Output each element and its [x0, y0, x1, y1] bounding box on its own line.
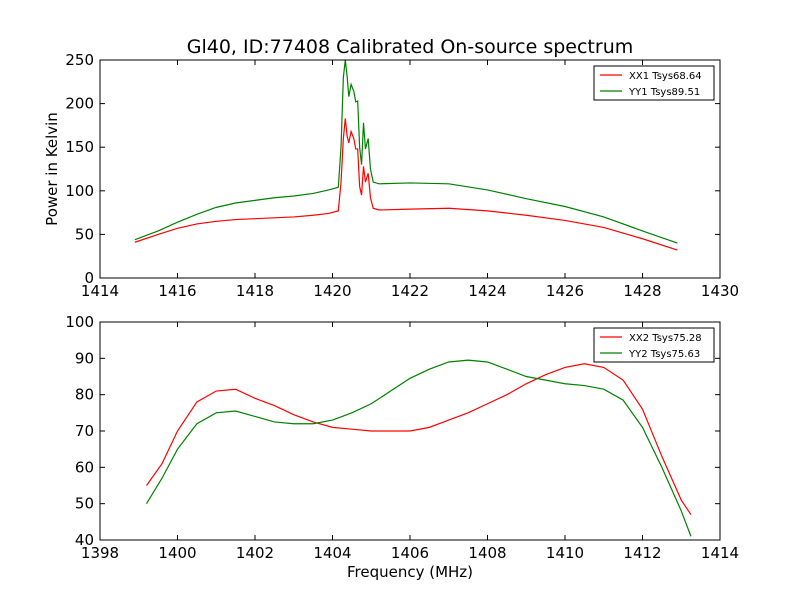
y-tick-label: 250 — [65, 51, 94, 69]
x-tick-label: 1402 — [236, 544, 274, 562]
x-tick-label: 1398 — [81, 544, 119, 562]
x-tick-label: 1430 — [701, 282, 739, 300]
legend-label: YY1 Tsys89.51 — [628, 87, 700, 98]
legend: XX1 Tsys68.64 YY1 Tsys89.51 — [593, 65, 715, 101]
x-tick-label: 1418 — [236, 282, 274, 300]
x-tick-label: 1428 — [623, 282, 661, 300]
x-tick-label: 1412 — [623, 544, 661, 562]
legend-label: XX1 Tsys68.64 — [629, 71, 702, 82]
x-tick-label: 1414 — [81, 282, 119, 300]
y-tick-label: 200 — [65, 95, 94, 113]
legend-label: XX2 Tsys75.28 — [629, 333, 702, 344]
y-axis-label: Power in Kelvin — [43, 112, 61, 226]
x-tick-label: 1426 — [546, 282, 584, 300]
chart-title: Gl40, ID:77408 Calibrated On-source spec… — [187, 36, 634, 58]
series-line-1 — [146, 363, 692, 515]
series-line-2 — [134, 59, 678, 244]
legend-box — [593, 65, 715, 101]
legend-box — [593, 327, 715, 363]
y-tick-label: 90 — [75, 349, 94, 367]
bottom-panel: 1398 1400 1402 1404 1406 1408 1410 1412 1414 40 50… — [65, 313, 739, 581]
y-tick-label: 50 — [75, 225, 94, 243]
legend-label: YY2 Tsys75.63 — [628, 349, 700, 360]
x-tick-label: 1404 — [313, 544, 351, 562]
x-tick-label: 1410 — [546, 544, 584, 562]
legend: XX2 Tsys75.28 YY2 Tsys75.63 — [593, 327, 715, 363]
y-tick-label: 50 — [75, 495, 94, 513]
x-tick-label: 1400 — [158, 544, 196, 562]
y-tick-label: 0 — [84, 269, 94, 287]
series-line-1 — [134, 118, 678, 251]
x-tick-label: 1406 — [391, 544, 429, 562]
x-axis-label: Frequency (MHz) — [347, 563, 473, 581]
x-tick-label: 1420 — [313, 282, 351, 300]
y-tick-label: 100 — [65, 313, 94, 331]
series-line-2 — [145, 359, 692, 537]
x-tick-label: 1416 — [158, 282, 196, 300]
y-tick-label: 150 — [65, 138, 94, 156]
x-tick-label: 1414 — [701, 544, 739, 562]
x-tick-label: 1424 — [468, 282, 506, 300]
top-panel: 1414 1416 1418 1420 1422 1424 1426 1428 1430 0 50 1… — [43, 51, 739, 300]
x-tick-label: 1408 — [468, 544, 506, 562]
y-tick-label: 40 — [75, 531, 94, 549]
y-tick-label: 70 — [75, 422, 94, 440]
x-tick-label: 1422 — [391, 282, 429, 300]
y-tick-label: 80 — [75, 386, 94, 404]
y-tick-label: 100 — [65, 182, 94, 200]
y-tick-label: 60 — [75, 458, 94, 476]
